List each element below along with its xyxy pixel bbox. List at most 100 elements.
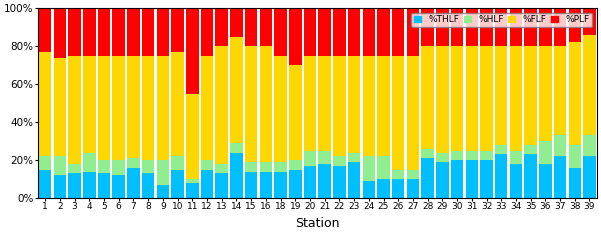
- Bar: [392, 179, 404, 198]
- Bar: [348, 162, 361, 198]
- Legend: %THLF, %HLF, %FLF, %PLF: %THLF, %HLF, %FLF, %PLF: [411, 13, 593, 27]
- Bar: [171, 8, 184, 52]
- Bar: [186, 183, 198, 198]
- Bar: [289, 160, 302, 170]
- Bar: [510, 46, 522, 151]
- Bar: [157, 185, 169, 198]
- Bar: [569, 8, 581, 42]
- Bar: [407, 8, 419, 56]
- Bar: [274, 172, 287, 198]
- Bar: [142, 8, 154, 56]
- Bar: [127, 56, 139, 158]
- Bar: [333, 156, 346, 166]
- Bar: [216, 46, 228, 164]
- Bar: [69, 56, 81, 164]
- Bar: [39, 52, 52, 156]
- Bar: [583, 156, 596, 198]
- Bar: [554, 135, 566, 156]
- Bar: [569, 168, 581, 198]
- Bar: [98, 173, 110, 198]
- Bar: [127, 168, 139, 198]
- Bar: [362, 56, 375, 156]
- Bar: [525, 8, 537, 46]
- Bar: [260, 162, 272, 172]
- Bar: [98, 160, 110, 173]
- Bar: [421, 149, 434, 158]
- Bar: [201, 56, 213, 160]
- Bar: [112, 175, 125, 198]
- Bar: [436, 162, 448, 198]
- Bar: [451, 160, 463, 198]
- Bar: [289, 170, 302, 198]
- Bar: [348, 8, 361, 56]
- Bar: [157, 160, 169, 185]
- Bar: [186, 179, 198, 183]
- Bar: [157, 8, 169, 56]
- Bar: [348, 56, 361, 153]
- Bar: [377, 56, 390, 156]
- Bar: [539, 8, 552, 46]
- Bar: [539, 141, 552, 164]
- Bar: [392, 170, 404, 179]
- Bar: [260, 46, 272, 162]
- Bar: [83, 56, 96, 153]
- Bar: [98, 8, 110, 56]
- Bar: [539, 164, 552, 198]
- Bar: [112, 56, 125, 160]
- Bar: [466, 160, 478, 198]
- Bar: [245, 8, 257, 46]
- Bar: [274, 56, 287, 162]
- X-axis label: Station: Station: [295, 217, 340, 230]
- Bar: [319, 151, 331, 164]
- Bar: [230, 153, 243, 198]
- Bar: [569, 42, 581, 145]
- Bar: [539, 46, 552, 141]
- Bar: [333, 166, 346, 198]
- Bar: [466, 8, 478, 46]
- Bar: [362, 156, 375, 181]
- Bar: [554, 46, 566, 135]
- Bar: [583, 135, 596, 156]
- Bar: [451, 8, 463, 46]
- Bar: [495, 46, 507, 145]
- Bar: [83, 8, 96, 56]
- Bar: [304, 166, 316, 198]
- Bar: [495, 145, 507, 154]
- Bar: [451, 46, 463, 151]
- Bar: [39, 156, 52, 170]
- Bar: [245, 162, 257, 172]
- Bar: [333, 56, 346, 156]
- Bar: [583, 8, 596, 35]
- Bar: [186, 8, 198, 94]
- Bar: [436, 8, 448, 46]
- Bar: [362, 181, 375, 198]
- Bar: [421, 8, 434, 46]
- Bar: [407, 179, 419, 198]
- Bar: [260, 172, 272, 198]
- Bar: [186, 94, 198, 179]
- Bar: [171, 170, 184, 198]
- Bar: [260, 8, 272, 46]
- Bar: [171, 156, 184, 170]
- Bar: [510, 8, 522, 46]
- Bar: [127, 158, 139, 168]
- Bar: [274, 162, 287, 172]
- Bar: [554, 8, 566, 46]
- Bar: [142, 56, 154, 160]
- Bar: [98, 56, 110, 160]
- Bar: [216, 8, 228, 46]
- Bar: [480, 151, 493, 160]
- Bar: [304, 151, 316, 166]
- Bar: [142, 173, 154, 198]
- Bar: [157, 56, 169, 160]
- Bar: [436, 46, 448, 153]
- Bar: [407, 170, 419, 179]
- Bar: [421, 46, 434, 149]
- Bar: [201, 160, 213, 170]
- Bar: [333, 8, 346, 56]
- Bar: [112, 160, 125, 175]
- Bar: [348, 153, 361, 162]
- Bar: [466, 151, 478, 160]
- Bar: [480, 160, 493, 198]
- Bar: [525, 46, 537, 145]
